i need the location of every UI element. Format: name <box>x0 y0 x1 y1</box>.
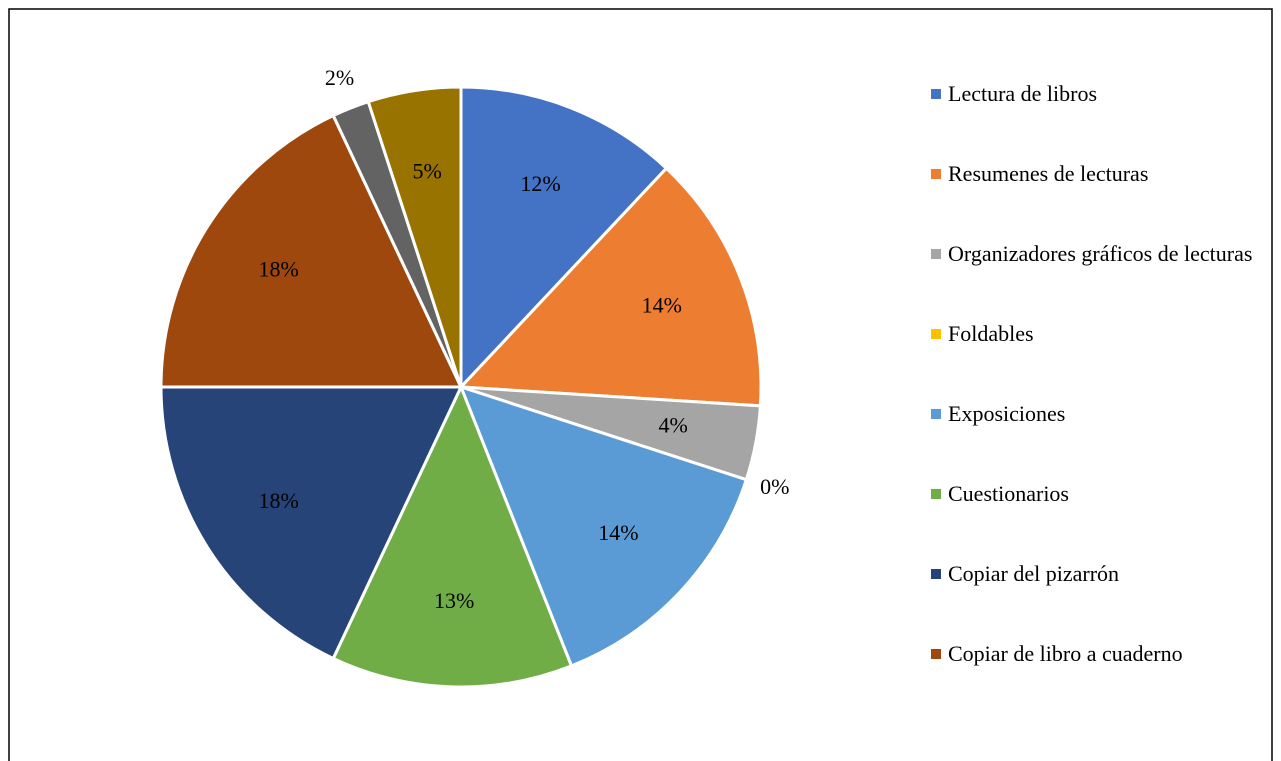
legend-swatch <box>931 89 941 99</box>
pie-slice <box>159 385 464 661</box>
pie-slice <box>457 166 763 408</box>
legend-swatch <box>931 649 941 659</box>
legend-swatch <box>931 249 941 259</box>
data-label: 14% <box>598 520 638 545</box>
legend-label: Organizadores gráficos de lecturas <box>948 241 1253 266</box>
legend-label: Resumenes de lecturas <box>948 161 1149 186</box>
legend-item: Copiar de libro a cuaderno <box>931 637 1276 671</box>
legend-label: Exposiciones <box>948 401 1066 426</box>
legend-label: Copiar del pizarrón <box>948 561 1120 586</box>
data-label: 4% <box>659 413 688 438</box>
legend-swatch <box>931 489 941 499</box>
frame <box>8 8 1273 761</box>
legend-label: Lectura de libros <box>948 81 1098 106</box>
pie-slice <box>159 113 464 389</box>
legend-item: Organizadores gráficos de lecturas <box>931 237 1276 271</box>
pie-slice <box>331 383 574 689</box>
legend-item: Resumenes de lecturas <box>931 157 1276 191</box>
legend-label: Foldables <box>948 321 1034 346</box>
data-label: 2% <box>325 65 354 90</box>
pie-slice <box>366 85 463 388</box>
legend-item: Exposiciones <box>931 397 1276 431</box>
legend-swatch <box>931 329 941 339</box>
data-label: 13% <box>434 588 474 613</box>
pie-slice <box>458 384 749 668</box>
legend-label: Copiar de libro a cuaderno <box>948 641 1183 666</box>
legend-swatch <box>931 169 941 179</box>
data-label: 14% <box>642 293 682 318</box>
legend-label: Cuestionarios <box>948 481 1069 506</box>
pie-slice <box>459 85 669 391</box>
legend-item: Cuestionarios <box>931 477 1276 511</box>
data-label: 12% <box>520 171 560 196</box>
data-label: 18% <box>258 488 298 513</box>
legend-item: Foldables <box>931 317 1276 351</box>
data-label: 0% <box>760 474 789 499</box>
legend-item: Copiar del pizarrón <box>931 557 1276 591</box>
data-label: 18% <box>258 256 298 281</box>
legend-swatch <box>931 569 941 579</box>
legend-item: Lectura de libros <box>931 77 1276 111</box>
data-label: 5% <box>413 159 442 184</box>
legend-swatch <box>931 409 941 419</box>
